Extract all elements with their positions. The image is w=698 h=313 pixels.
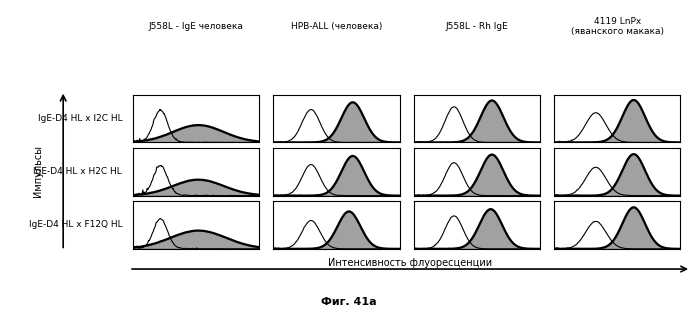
Text: HPB-ALL (человека): HPB-ALL (человека)	[290, 22, 382, 31]
Text: Фиг. 41а: Фиг. 41а	[321, 297, 377, 307]
Text: IgE-D4 HL x F12Q HL: IgE-D4 HL x F12Q HL	[29, 220, 122, 229]
Text: IgE-D4 HL x I2C HL: IgE-D4 HL x I2C HL	[38, 114, 122, 123]
Text: 4119 LnPx
(яванского макака): 4119 LnPx (яванского макака)	[571, 17, 664, 36]
Text: J558L - IgE человека: J558L - IgE человека	[149, 22, 244, 31]
Text: J558L - Rh IgE: J558L - Rh IgE	[445, 22, 508, 31]
Text: Интенсивность флуоресценции: Интенсивность флуоресценции	[328, 258, 492, 268]
Text: IgE-D4 HL x H2C HL: IgE-D4 HL x H2C HL	[34, 167, 122, 176]
Text: Импульсы: Импульсы	[34, 145, 43, 197]
